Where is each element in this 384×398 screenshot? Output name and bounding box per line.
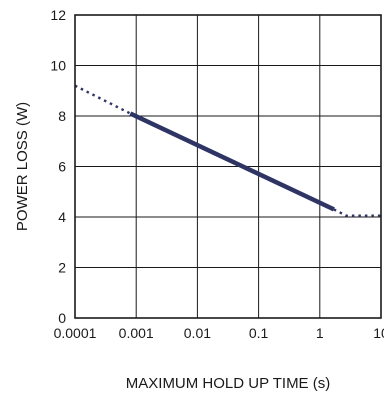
power-loss-line [129, 111, 335, 212]
y-tick-label: 6 [58, 159, 66, 175]
x-tick-label: 0.01 [184, 325, 211, 341]
series-group [74, 84, 381, 217]
y-tick-label: 0 [58, 310, 66, 326]
power-loss-line-extrapolated [333, 208, 381, 217]
plot-frame [74, 14, 382, 319]
grid [75, 15, 381, 318]
y-tick-label: 10 [50, 58, 66, 74]
x-tick-label: 1 [316, 325, 324, 341]
x-tick-label: 10 [373, 325, 384, 341]
y-tick-labels: 0 2 4 6 8 10 12 [50, 7, 66, 326]
x-axis-title: MAXIMUM HOLD UP TIME (s) [126, 375, 330, 392]
y-axis-title: POWER LOSS (W) [14, 102, 31, 231]
y-tick-label: 12 [50, 7, 66, 23]
x-tick-label: 0.0001 [54, 325, 97, 341]
x-tick-label: 0.1 [249, 325, 269, 341]
x-tick-labels: 0.0001 0.001 0.01 0.1 1 10 [54, 325, 384, 341]
y-tick-label: 4 [58, 209, 66, 225]
y-tick-label: 8 [58, 108, 66, 124]
x-tick-label: 0.001 [119, 325, 154, 341]
power-loss-line-extrapolated [74, 84, 131, 115]
y-tick-label: 2 [58, 260, 66, 276]
